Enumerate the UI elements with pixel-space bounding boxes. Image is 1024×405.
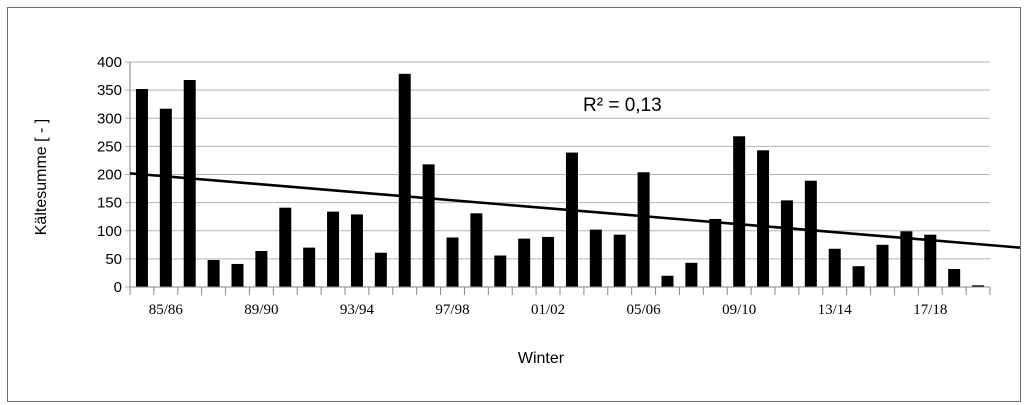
y-tick-label: 300 — [97, 110, 122, 127]
bars — [135, 73, 985, 287]
x-tick-label: 93/94 — [340, 302, 375, 318]
trendline — [129, 172, 1021, 249]
bar-03-04 — [589, 229, 602, 287]
bar-97-98 — [446, 237, 459, 287]
x-tick-label: 13/14 — [818, 302, 853, 318]
x-tick-label: 01/02 — [531, 302, 565, 318]
bar-93-94 — [350, 214, 363, 287]
bar-98-99 — [470, 213, 483, 287]
bar-17-18 — [924, 234, 937, 287]
bar-00-01 — [518, 238, 531, 287]
bar-85-86 — [159, 108, 172, 287]
axes — [129, 62, 991, 295]
bar-11-12 — [780, 200, 793, 287]
bar-04-05 — [613, 234, 626, 287]
bar-09-10 — [733, 136, 746, 287]
bar-96-97 — [422, 164, 435, 287]
bar-90-91 — [279, 207, 292, 287]
bar-89-90 — [255, 251, 268, 287]
gridlines — [125, 61, 990, 288]
y-tick-label: 350 — [97, 82, 122, 99]
bar-92-93 — [327, 211, 340, 287]
bar-02-03 — [565, 152, 578, 287]
bar-86-87 — [183, 80, 196, 287]
x-tick-label: 97/98 — [435, 302, 469, 318]
bar-06-07 — [661, 275, 674, 287]
bar-88-89 — [231, 263, 244, 287]
bar-05-06 — [637, 172, 650, 287]
bar-84-85 — [135, 89, 148, 287]
x-axis-label: Winter — [518, 350, 565, 367]
y-tick-label: 0 — [114, 279, 122, 296]
bar-16-17 — [900, 231, 913, 287]
bar-19-20 — [972, 285, 985, 287]
y-tick-label: 250 — [97, 138, 122, 155]
x-tick-label: 05/06 — [627, 302, 662, 318]
bar-91-92 — [303, 247, 316, 287]
y-tick-label: 100 — [97, 223, 122, 240]
bar-99-00 — [494, 255, 507, 287]
bar-94-95 — [374, 252, 387, 287]
bar-15-16 — [876, 244, 889, 287]
bar-95-96 — [398, 73, 411, 287]
bar-12-13 — [804, 180, 817, 287]
bar-07-08 — [685, 262, 698, 287]
bar-08-09 — [709, 218, 722, 287]
bar-14-15 — [852, 266, 865, 287]
y-tick-label: 50 — [105, 251, 122, 268]
x-tick-label: 89/90 — [244, 302, 278, 318]
tick-labels: 0 50 100 150 200 250 300 350 400 85/86 89/90 93/94 9… — [97, 54, 947, 318]
bar-87-88 — [207, 260, 220, 287]
r-squared-annotation: R² = 0,13 — [583, 95, 662, 116]
bar-18-19 — [948, 269, 961, 287]
y-tick-label: 400 — [97, 54, 122, 71]
x-tick-label: 09/10 — [722, 302, 756, 318]
bar-10-11 — [757, 150, 770, 287]
bar-13-14 — [828, 248, 841, 287]
bar-01-02 — [542, 236, 555, 287]
y-tick-label: 200 — [97, 167, 122, 184]
x-tick-label: 17/18 — [913, 302, 947, 318]
y-tick-label: 150 — [97, 195, 122, 212]
x-tick-label: 85/86 — [149, 302, 184, 318]
y-axis-label: Kältesumme [ - ] — [33, 119, 50, 235]
